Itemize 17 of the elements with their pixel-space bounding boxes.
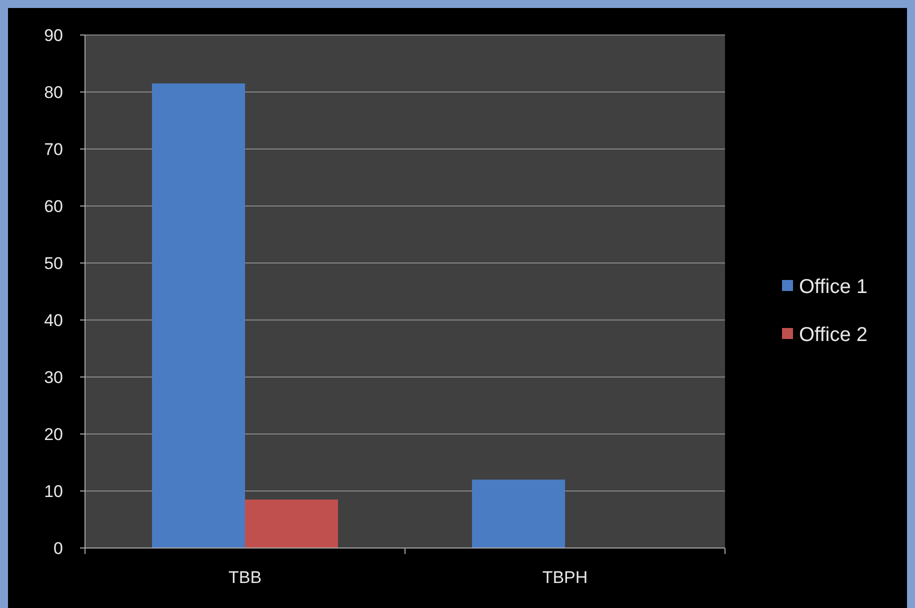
bar: [472, 480, 565, 548]
legend-label: Office 2: [799, 324, 868, 346]
y-tick-label: 70: [44, 140, 63, 159]
x-tick-label: TBB: [228, 568, 262, 587]
y-tick-label: 10: [44, 482, 63, 501]
y-tick-label: 30: [44, 368, 63, 387]
y-tick-label: 50: [44, 254, 63, 273]
y-tick-label: 20: [44, 424, 63, 444]
legend-label: Office 1: [799, 276, 868, 298]
y-tick-label: 40: [44, 310, 63, 330]
y-tick-label: 80: [44, 82, 63, 102]
bar: [245, 500, 338, 548]
bar: [152, 83, 245, 548]
y-tick-label: 60: [44, 196, 63, 216]
y-tick-label: 0: [54, 538, 63, 558]
x-tick-label: TBPH: [542, 568, 588, 587]
y-tick-label: 90: [44, 26, 63, 45]
